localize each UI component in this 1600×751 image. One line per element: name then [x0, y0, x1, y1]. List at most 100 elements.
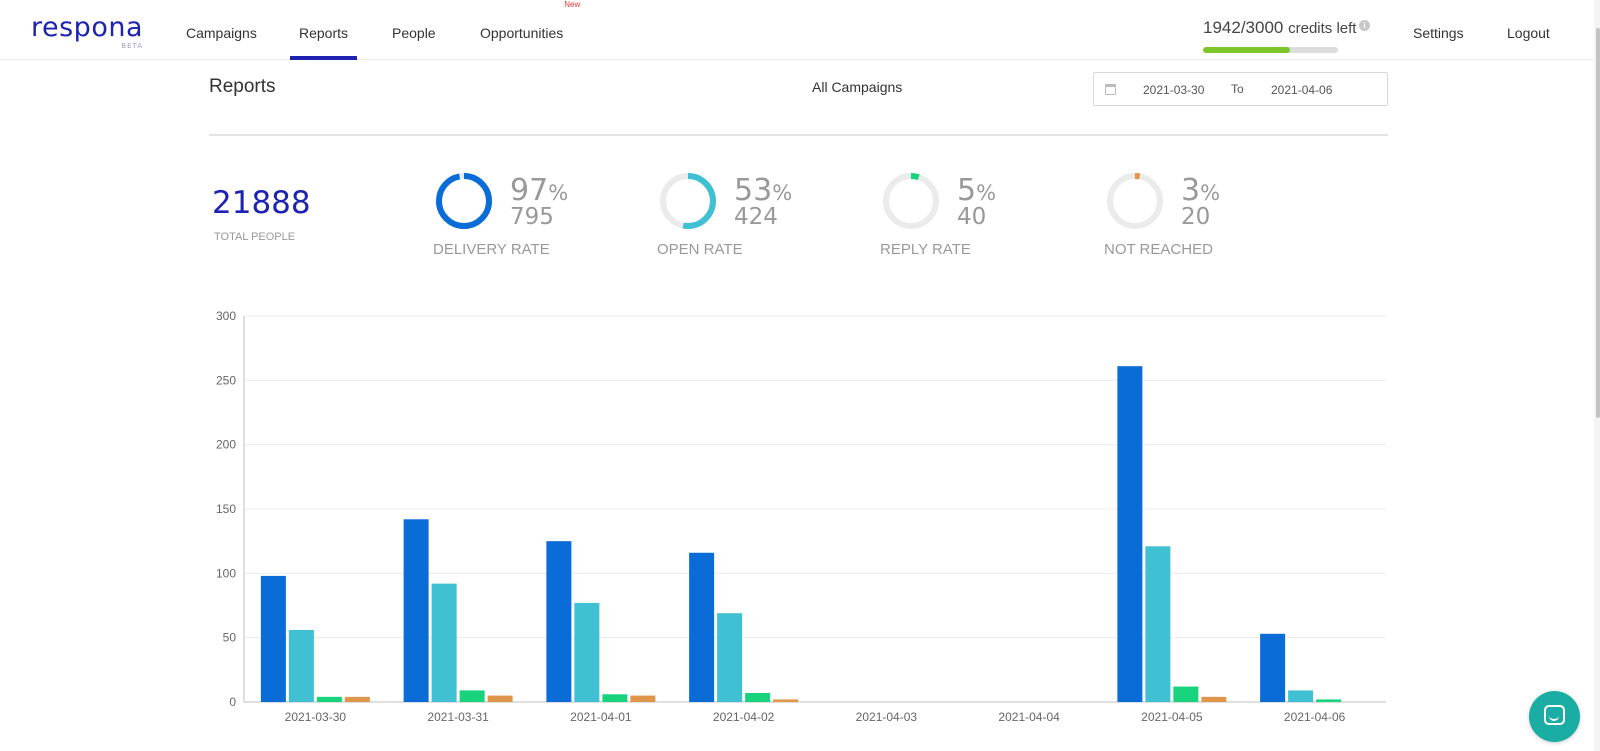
- daily-activity-bar-chart: 0 50 100 150 200 250 300 2021-03-30 2021-03-31 20…: [216, 309, 1386, 724]
- respona-logo[interactable]: respona BETA: [31, 12, 144, 50]
- bar[interactable]: [1201, 696, 1227, 702]
- open-rate-ring: [660, 173, 716, 229]
- open-rate-percent: 53%: [734, 173, 792, 208]
- reply-rate-label: REPLY RATE: [880, 241, 971, 258]
- not-reached-label: NOT REACHED: [1104, 241, 1213, 258]
- nav-reports-label: Reports: [298, 25, 349, 41]
- credits-counter: 1942/3000 credits left: [1203, 18, 1356, 38]
- info-icon[interactable]: i: [1359, 20, 1370, 31]
- bar[interactable]: [602, 694, 628, 702]
- nav-people-label: People: [392, 25, 436, 41]
- y-tick-label: 150: [216, 502, 236, 516]
- bar[interactable]: [403, 519, 429, 702]
- new-badge: New: [564, 0, 581, 9]
- nav-reports[interactable]: Reports: [290, 0, 357, 60]
- y-tick-label: 50: [223, 631, 237, 645]
- bar[interactable]: [288, 629, 314, 702]
- header-divider: [209, 134, 1388, 136]
- bar[interactable]: [1316, 699, 1342, 702]
- calendar-icon: [1105, 84, 1116, 95]
- total-people-label: TOTAL PEOPLE: [214, 231, 296, 243]
- bar[interactable]: [745, 692, 771, 702]
- bar[interactable]: [459, 690, 485, 702]
- bar[interactable]: [260, 575, 286, 702]
- nav-campaigns-label: Campaigns: [186, 25, 257, 41]
- reply-rate-percent: 5%: [957, 173, 996, 208]
- ring-track: [883, 173, 939, 229]
- credits-progress-fill: [1203, 47, 1291, 53]
- top-navigation: respona BETA Campaigns Reports People Op…: [0, 0, 1600, 60]
- delivery-rate-label: DELIVERY RATE: [433, 241, 550, 258]
- logout-link[interactable]: Logout: [1507, 0, 1550, 60]
- ring-fill: [436, 173, 492, 229]
- bar[interactable]: [630, 695, 656, 702]
- bar[interactable]: [487, 695, 513, 702]
- y-tick-label: 100: [216, 566, 236, 580]
- logout-label: Logout: [1507, 25, 1550, 41]
- x-tick-label: 2021-03-31: [427, 710, 489, 724]
- x-tick-label: 2021-04-01: [570, 710, 632, 724]
- nav-campaigns[interactable]: Campaigns: [186, 0, 257, 60]
- reply-rate-count: 40: [957, 204, 987, 230]
- x-tick-label: 2021-03-30: [285, 710, 347, 724]
- stat-delivery-rate: 97% 795 DELIVERY RATE: [433, 170, 633, 260]
- settings-label: Settings: [1413, 25, 1464, 41]
- percent-sign: %: [1200, 181, 1221, 205]
- campaign-filter-select[interactable]: All Campaigns: [812, 79, 903, 95]
- logo-text: respona: [31, 12, 144, 43]
- page-title: Reports: [209, 76, 276, 97]
- not-reached-ring: [1107, 173, 1163, 229]
- bar[interactable]: [1288, 690, 1314, 702]
- bar[interactable]: [574, 602, 600, 702]
- beta-badge: BETA: [121, 42, 144, 50]
- percent-sign: %: [548, 181, 569, 205]
- bar[interactable]: [1260, 633, 1286, 702]
- nav-people[interactable]: People: [392, 0, 436, 60]
- not-reached-percent: 3%: [1181, 173, 1220, 208]
- bar[interactable]: [1117, 366, 1143, 702]
- nav-opportunities[interactable]: Opportunities New: [480, 0, 580, 60]
- bar[interactable]: [1145, 546, 1171, 702]
- bar[interactable]: [717, 613, 743, 702]
- delivery-rate-percent-value: 97: [510, 173, 549, 208]
- date-to-input[interactable]: 2021-04-06: [1271, 83, 1333, 97]
- nav-opportunities-label: Opportunities: [480, 25, 564, 41]
- x-tick-label: 2021-04-05: [1141, 710, 1203, 724]
- ring-fill: [660, 173, 716, 229]
- x-tick-label: 2021-04-04: [998, 710, 1060, 724]
- reply-rate-percent-value: 5: [957, 173, 977, 208]
- x-tick-label: 2021-04-02: [713, 710, 775, 724]
- stat-reply-rate: 5% 40 REPLY RATE: [880, 170, 1080, 260]
- date-from-input[interactable]: 2021-03-30: [1143, 83, 1205, 97]
- delivery-rate-count: 795: [510, 204, 554, 230]
- bar[interactable]: [546, 541, 572, 702]
- stat-not-reached: 3% 20 NOT REACHED: [1104, 170, 1304, 260]
- date-range-picker[interactable]: 2021-03-30 To 2021-04-06: [1093, 72, 1388, 106]
- bar[interactable]: [431, 583, 457, 702]
- scrollbar-thumb[interactable]: [1596, 28, 1600, 418]
- open-rate-label: OPEN RATE: [657, 241, 743, 258]
- y-tick-label: 0: [229, 695, 236, 709]
- not-reached-percent-value: 3: [1181, 173, 1201, 208]
- x-tick-label: 2021-04-03: [856, 710, 918, 724]
- y-tick-label: 300: [216, 309, 236, 323]
- x-tick-label: 2021-04-06: [1284, 710, 1346, 724]
- credits-progress-bar: [1203, 47, 1338, 53]
- ring-fill: [883, 173, 939, 229]
- credits-value: 1942/3000: [1203, 18, 1284, 37]
- bar[interactable]: [344, 696, 370, 702]
- page-scrollbar[interactable]: [1594, 0, 1600, 751]
- percent-sign: %: [772, 181, 793, 205]
- stat-open-rate: 53% 424 OPEN RATE: [657, 170, 857, 260]
- total-people-value: 21888: [212, 185, 311, 221]
- percent-sign: %: [976, 181, 997, 205]
- chat-launcher-button[interactable]: [1529, 691, 1580, 742]
- bar[interactable]: [1173, 686, 1199, 702]
- bar[interactable]: [316, 696, 342, 702]
- settings-link[interactable]: Settings: [1413, 0, 1464, 60]
- credits-suffix: credits left: [1288, 20, 1357, 37]
- bar[interactable]: [689, 552, 715, 702]
- y-tick-label: 200: [216, 438, 236, 452]
- not-reached-count: 20: [1181, 204, 1211, 230]
- bar[interactable]: [773, 699, 799, 702]
